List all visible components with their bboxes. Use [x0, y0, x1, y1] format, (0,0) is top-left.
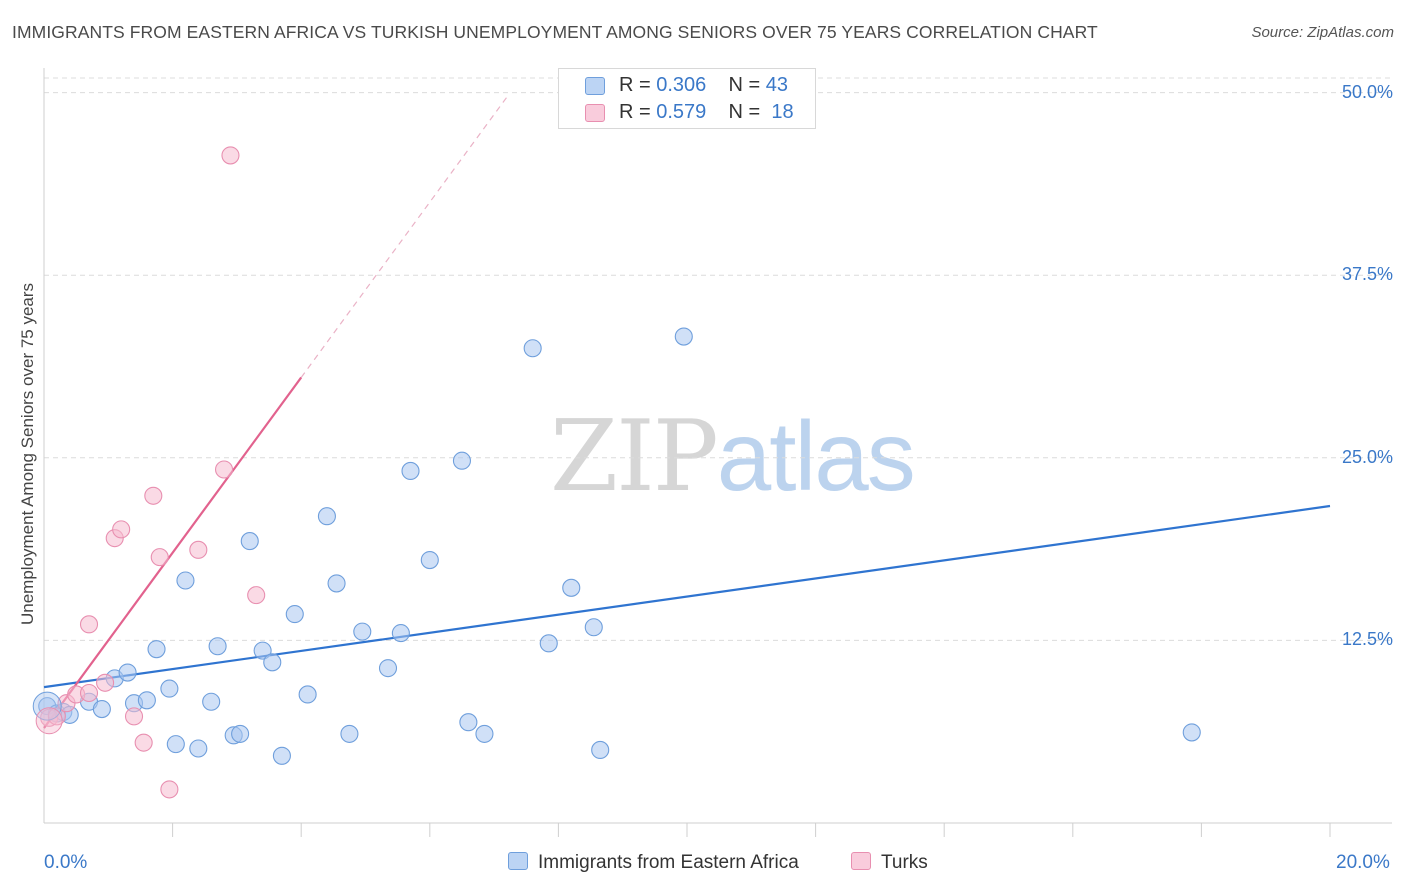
point-turks: [79, 683, 99, 703]
point-eastern-africa: [317, 507, 336, 526]
point-turks: [221, 146, 240, 165]
point-eastern-africa: [208, 637, 227, 656]
point-turks: [79, 615, 99, 634]
point-eastern-africa: [166, 735, 185, 754]
bottom-legend-eastern-africa: Immigrants from Eastern Africa: [508, 852, 799, 874]
bottom-legend-turks: Turks: [851, 852, 928, 874]
point-eastern-africa: [475, 724, 494, 743]
trendline-turks-extension: [300, 96, 508, 378]
point-eastern-africa: [1182, 723, 1201, 742]
point-turks: [247, 586, 266, 605]
point-eastern-africa: [401, 461, 420, 481]
x-tick-label-min: 0.0%: [44, 852, 88, 873]
correlation-legend: R = 0.306 N = 43 R = 0.579 N = 18: [558, 68, 816, 129]
point-eastern-africa: [340, 724, 359, 743]
point-eastern-africa: [253, 641, 272, 660]
legend-text: R = 0.306 N = 43: [619, 74, 788, 97]
point-eastern-africa: [523, 339, 542, 358]
point-eastern-africa: [584, 618, 603, 637]
legend-r-label: R =: [619, 74, 651, 96]
trend-layer: [43, 96, 1331, 729]
y-tick-label: 37.5%: [1341, 264, 1393, 285]
point-eastern-africa: [202, 692, 221, 711]
point-eastern-africa: [285, 605, 304, 624]
bottom-legend-label: Turks: [881, 852, 928, 873]
bottom-legend-swatch-pink: [851, 852, 871, 870]
point-turks: [150, 548, 169, 567]
trendline-turks: [43, 376, 303, 729]
bottom-legend-label: Immigrants from Eastern Africa: [538, 852, 799, 873]
point-eastern-africa: [353, 622, 372, 641]
point-eastern-africa: [378, 659, 398, 678]
point-eastern-africa: [298, 685, 317, 704]
point-eastern-africa-cluster: [32, 691, 62, 721]
point-eastern-africa: [327, 574, 346, 593]
legend-r-label: R =: [619, 101, 651, 123]
point-turks: [124, 707, 144, 726]
y-axis-label-wrap: Unemployment Among Seniors over 75 years: [6, 244, 50, 664]
watermark-zip: ZIP: [550, 400, 719, 514]
point-turks: [112, 520, 131, 539]
axis-layer: [43, 68, 1392, 837]
legend-n-label: N =: [728, 101, 761, 123]
y-tick-label: 50.0%: [1341, 81, 1393, 102]
point-eastern-africa: [272, 746, 291, 765]
point-turks: [144, 486, 163, 505]
point-turks: [96, 673, 115, 692]
points-layer: [32, 146, 1201, 799]
point-eastern-africa: [189, 739, 208, 758]
point-eastern-africa: [118, 663, 137, 682]
legend-r-value: 0.306: [656, 74, 707, 96]
trendline-eastern-africa: [43, 504, 1331, 689]
point-eastern-africa: [391, 624, 410, 643]
legend-swatch-blue: [585, 77, 605, 95]
point-turks: [214, 460, 234, 479]
y-axis-label: Unemployment Among Seniors over 75 years: [18, 282, 37, 626]
point-eastern-africa: [539, 634, 558, 653]
legend-swatch-pink: [585, 104, 605, 122]
point-turks: [160, 780, 179, 799]
point-eastern-africa: [92, 700, 111, 719]
point-eastern-africa: [674, 327, 693, 346]
legend-n-value: 18: [771, 101, 794, 123]
point-turks-cluster: [35, 707, 63, 735]
chart-title: IMMIGRANTS FROM EASTERN AFRICA VS TURKIS…: [12, 22, 1098, 42]
legend-n-label: N =: [728, 74, 761, 96]
source-label: Source: ZipAtlas.com: [1251, 24, 1394, 41]
point-eastern-africa: [591, 740, 610, 760]
point-eastern-africa: [459, 713, 478, 732]
y-tick-label: 25.0%: [1341, 446, 1393, 467]
point-eastern-africa: [452, 451, 472, 470]
point-eastern-africa: [562, 578, 581, 597]
point-eastern-africa: [137, 691, 156, 710]
y-tick-label: 12.5%: [1341, 629, 1393, 650]
x-tick-label-max: 20.0%: [1336, 852, 1390, 873]
bottom-legend-swatch-blue: [508, 852, 528, 870]
legend-text: R = 0.579 N = 18: [619, 101, 794, 124]
point-eastern-africa: [231, 724, 250, 743]
point-eastern-africa: [147, 640, 166, 659]
point-eastern-africa: [240, 532, 259, 551]
grid-layer: [44, 77, 1392, 641]
point-eastern-africa: [263, 653, 282, 672]
legend-r-value: 0.579: [656, 101, 707, 123]
point-turks: [134, 733, 153, 752]
point-eastern-africa: [420, 551, 439, 570]
point-eastern-africa: [176, 571, 195, 590]
point-eastern-africa: [160, 679, 179, 698]
point-turks: [189, 540, 208, 559]
legend-n-value: 43: [765, 74, 789, 96]
zipatlas-watermark: ZIPatlas: [550, 400, 916, 514]
watermark-atlas: atlas: [716, 401, 916, 511]
